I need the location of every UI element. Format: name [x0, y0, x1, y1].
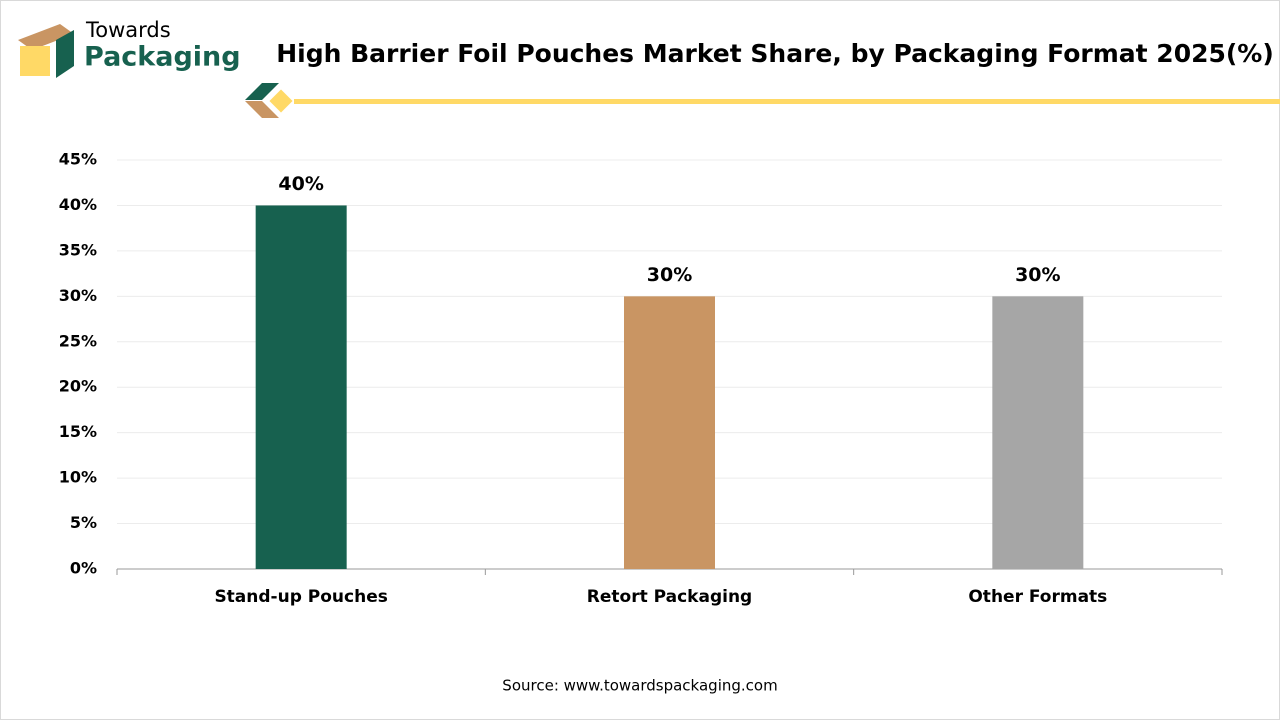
y-tick-label: 35%: [59, 240, 97, 259]
y-tick-label: 5%: [70, 513, 97, 532]
y-tick-label: 45%: [59, 150, 97, 169]
y-tick-label: 0%: [70, 559, 97, 578]
y-tick-label: 40%: [59, 195, 97, 214]
data-label: 30%: [647, 264, 692, 286]
x-tick-label: Retort Packaging: [587, 587, 752, 607]
y-tick-label: 25%: [59, 331, 97, 350]
bar: [624, 296, 715, 569]
x-tick-label: Other Formats: [968, 587, 1107, 607]
bar: [992, 296, 1084, 569]
y-tick-label: 30%: [59, 286, 97, 305]
data-label: 40%: [278, 173, 323, 195]
title-decoration: [245, 83, 1280, 118]
x-tick-label: Stand-up Pouches: [214, 587, 387, 607]
chart-title: High Barrier Foil Pouches Market Share, …: [276, 39, 1274, 68]
y-tick-label: 10%: [59, 468, 97, 487]
data-label: 30%: [1015, 264, 1060, 286]
y-tick-label: 15%: [59, 422, 97, 441]
logo-text: Packaging: [84, 42, 241, 73]
logo: Towards Packaging: [18, 18, 241, 78]
source: Source: www.towardspackaging.com: [502, 677, 777, 695]
y-tick-label: 20%: [59, 377, 97, 396]
logo-text: Towards: [85, 18, 171, 42]
bar: [255, 205, 347, 569]
